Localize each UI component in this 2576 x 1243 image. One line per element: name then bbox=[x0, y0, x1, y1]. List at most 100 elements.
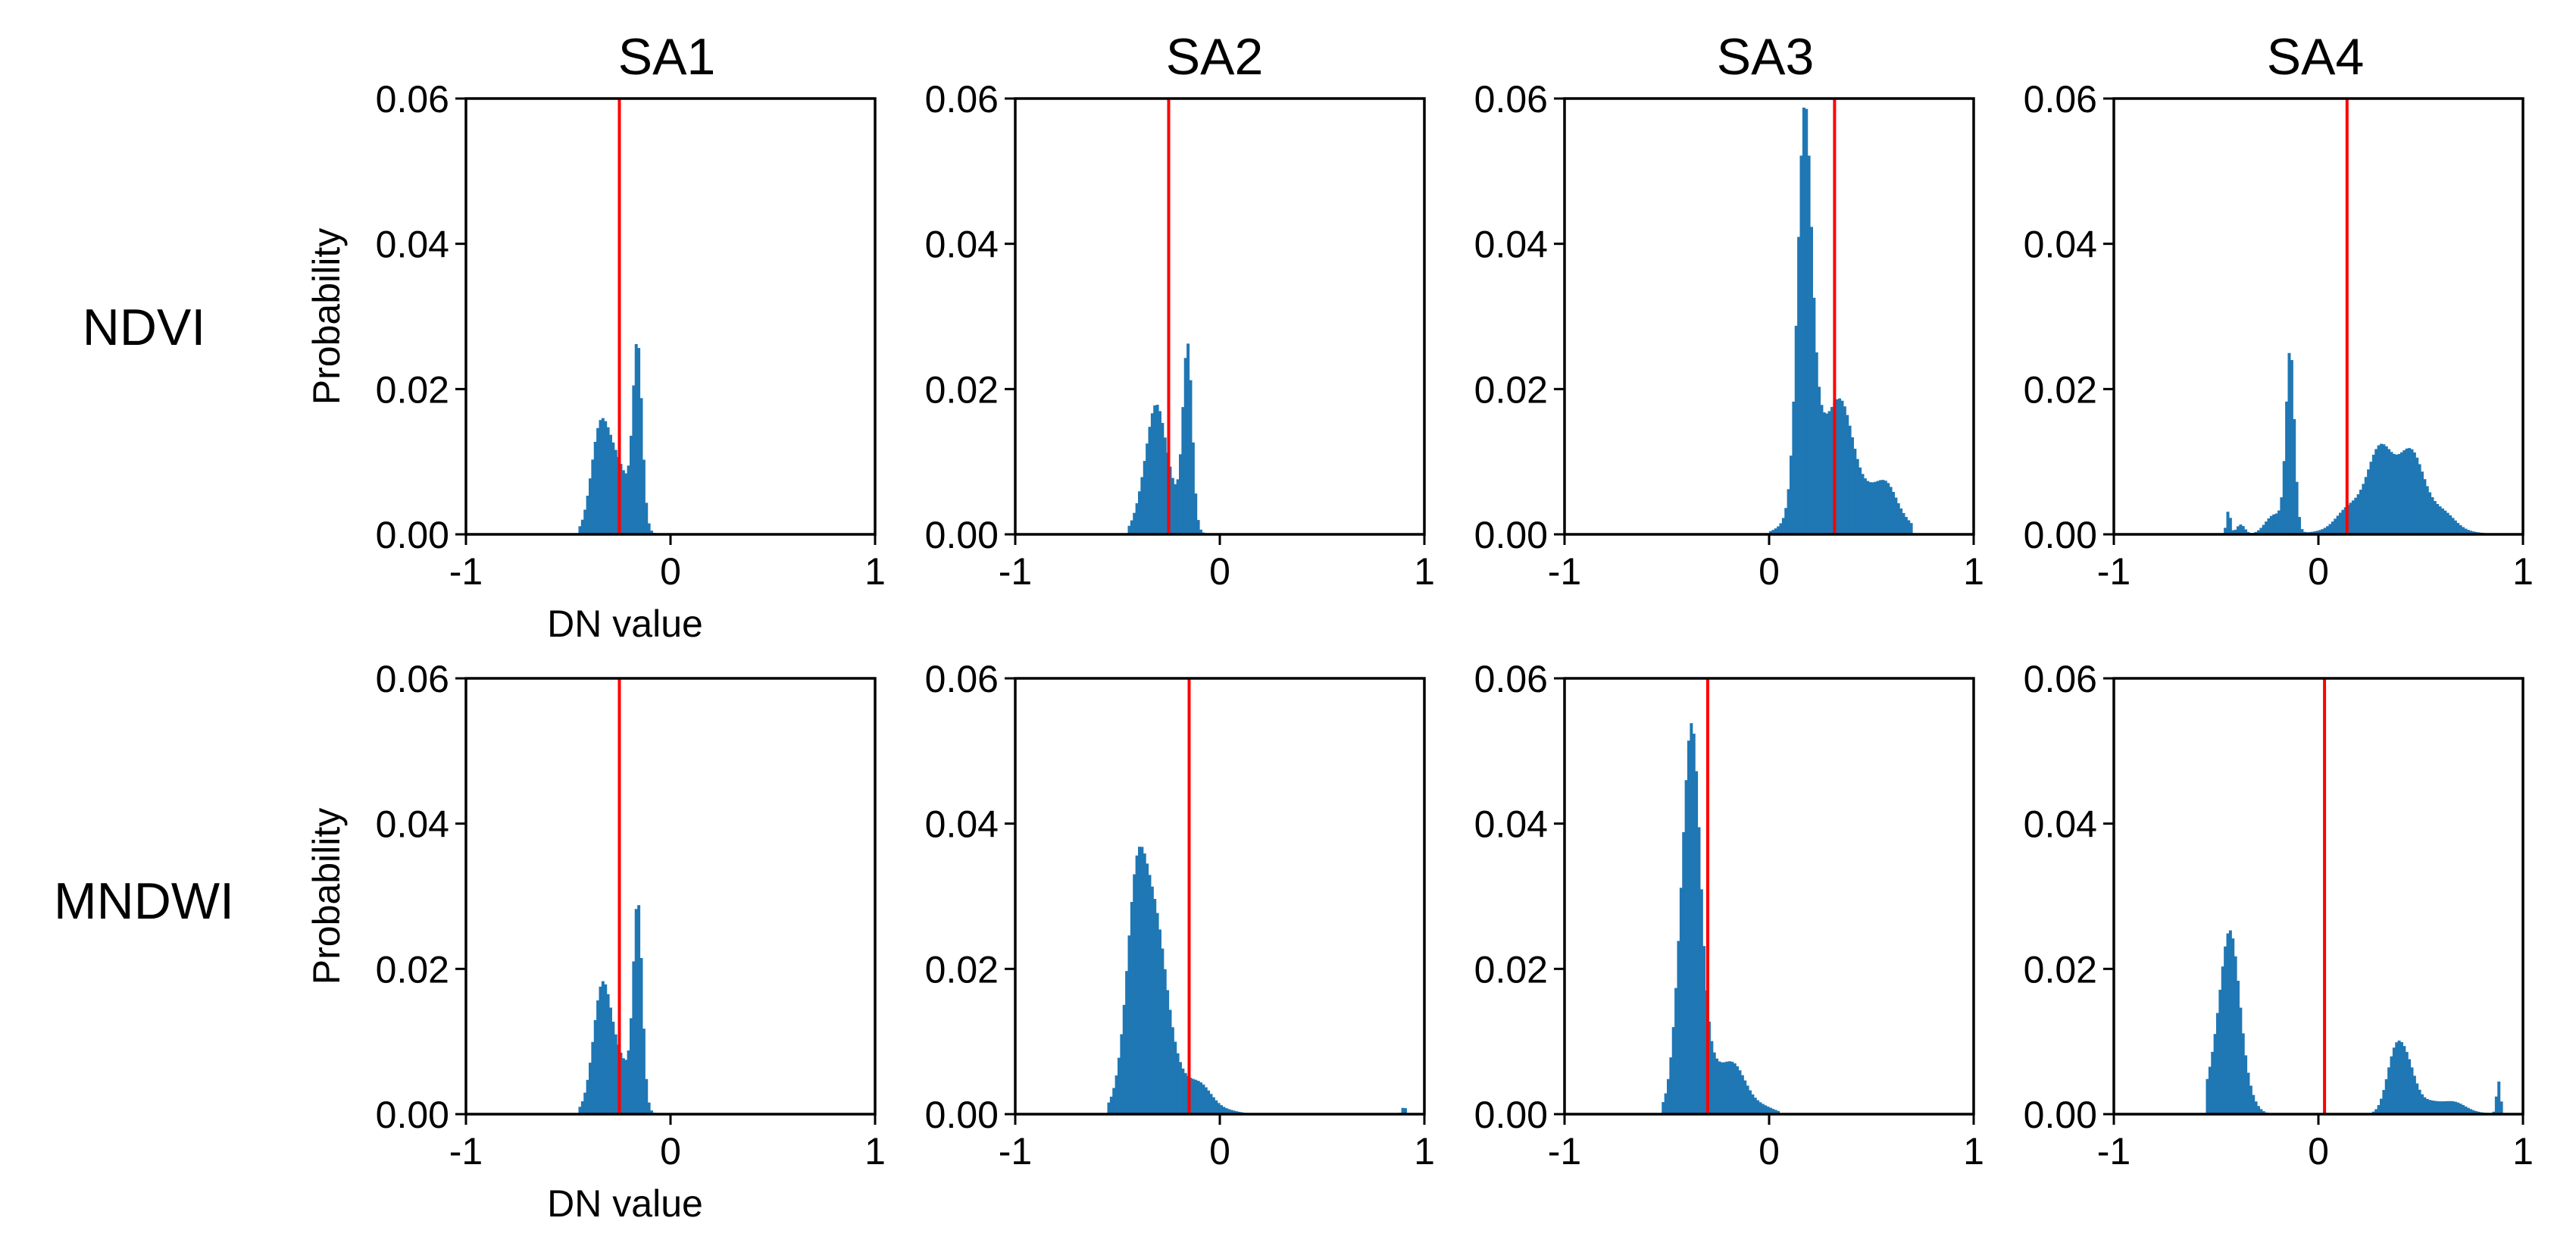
histogram-bar bbox=[1818, 387, 1821, 534]
histogram-bar bbox=[2405, 1051, 2409, 1114]
histogram-bar bbox=[1738, 1070, 1742, 1114]
histogram-bar bbox=[591, 1041, 595, 1114]
histogram-bar bbox=[1667, 1079, 1670, 1114]
histogram-bar bbox=[596, 1000, 600, 1114]
histogram-bar bbox=[1909, 523, 1913, 534]
histogram-bar bbox=[2211, 1051, 2215, 1114]
histogram-bar bbox=[1797, 236, 1801, 534]
histogram-bar bbox=[1756, 1100, 1760, 1114]
histogram-bar bbox=[1230, 1110, 1233, 1114]
axes-frame bbox=[2112, 677, 2524, 1116]
histogram-bar bbox=[1758, 1102, 1762, 1114]
histogram-bar bbox=[1194, 1079, 1198, 1114]
histogram-bar bbox=[1143, 461, 1146, 534]
axes-frame bbox=[1014, 97, 1426, 536]
histogram-bar bbox=[1148, 875, 1152, 1114]
histogram-bar bbox=[2313, 531, 2317, 534]
histogram-bar bbox=[604, 984, 608, 1114]
y-tick-label: 0.06 bbox=[2024, 658, 2097, 700]
histogram-bar bbox=[1774, 528, 1777, 534]
histogram-bar bbox=[1884, 481, 1887, 534]
histogram-bar bbox=[2231, 938, 2235, 1114]
y-tick-label: 0.02 bbox=[376, 948, 449, 991]
y-tick-label: 0.00 bbox=[2024, 514, 2097, 556]
y-tick-label: 0.04 bbox=[925, 224, 999, 266]
histogram-bar bbox=[2349, 503, 2352, 534]
y-tick-label: 0.00 bbox=[925, 1094, 999, 1136]
histogram-bar bbox=[2259, 528, 2263, 534]
histogram-bar bbox=[1222, 1107, 1226, 1114]
histogram-bar bbox=[2418, 1089, 2421, 1114]
histogram-bar bbox=[1158, 411, 1161, 534]
histogram-bar bbox=[1807, 155, 1811, 534]
x-tick-label: 1 bbox=[864, 550, 886, 593]
histogram-bar bbox=[2446, 512, 2449, 534]
y-tick-label: 0.04 bbox=[2024, 803, 2097, 846]
histogram-bar bbox=[1191, 1079, 1195, 1114]
histogram-bar bbox=[1840, 400, 1844, 534]
histogram-bar bbox=[2328, 524, 2332, 534]
x-tick-label: -1 bbox=[2097, 1130, 2131, 1173]
histogram-bar bbox=[1866, 481, 1870, 534]
histogram-bar bbox=[2421, 471, 2424, 534]
histogram-bar bbox=[604, 421, 608, 534]
histogram-bar bbox=[1140, 847, 1144, 1114]
histogram-bar bbox=[1227, 1109, 1231, 1114]
histogram-bar bbox=[1710, 1041, 1714, 1114]
histogram-bar bbox=[2395, 454, 2399, 534]
histogram-bar bbox=[2300, 529, 2304, 534]
histogram-bar bbox=[1118, 1057, 1121, 1114]
histogram-bar bbox=[1130, 520, 1133, 534]
histogram-bar bbox=[1879, 480, 1883, 534]
histogram-bar bbox=[1224, 1108, 1228, 1114]
histogram-bar bbox=[2259, 1109, 2263, 1114]
histogram-bar bbox=[1191, 442, 1195, 534]
histogram-bar bbox=[2237, 526, 2240, 534]
y-tick-label: 0.00 bbox=[376, 514, 449, 556]
y-tick-label: 0.06 bbox=[1474, 78, 1548, 121]
histogram-bar bbox=[1892, 492, 1895, 534]
histogram-bar bbox=[1881, 480, 1885, 534]
histogram-bar bbox=[2293, 419, 2296, 534]
histogram-bar bbox=[1699, 889, 1703, 1114]
histogram-bar bbox=[2433, 1101, 2437, 1114]
histogram-bar bbox=[1671, 1027, 1675, 1114]
histogram-bar bbox=[2382, 1090, 2386, 1114]
histogram-bar bbox=[2438, 506, 2442, 534]
histogram-bar bbox=[2384, 1079, 2388, 1114]
histogram-bar bbox=[1825, 413, 1829, 534]
histogram-bar bbox=[2441, 508, 2444, 534]
histogram-bar bbox=[2451, 518, 2455, 534]
histogram-bar bbox=[2494, 1096, 2498, 1114]
histogram-bar bbox=[2459, 1104, 2462, 1114]
histogram-bar bbox=[1774, 1110, 1777, 1114]
histogram-bar bbox=[606, 427, 610, 534]
histogram-bar bbox=[2443, 510, 2447, 534]
histogram-bar bbox=[2216, 1013, 2219, 1114]
histogram-bar bbox=[2334, 518, 2337, 534]
histogram-bar bbox=[1761, 1104, 1765, 1114]
histogram-bar bbox=[2400, 452, 2403, 534]
histogram-bar bbox=[2262, 524, 2265, 534]
histogram-bar bbox=[611, 442, 615, 534]
histogram-bar bbox=[1725, 1061, 1729, 1114]
histogram-bar bbox=[2224, 946, 2227, 1114]
histogram-bar bbox=[593, 1019, 597, 1114]
histogram-bar bbox=[2462, 527, 2465, 534]
histogram-bar bbox=[1794, 325, 1798, 534]
histogram-bar bbox=[2252, 1094, 2256, 1114]
x-tick-label: 0 bbox=[1758, 550, 1780, 593]
histogram-bar bbox=[1736, 1066, 1740, 1114]
histogram-bar bbox=[2241, 1033, 2245, 1114]
histogram-bar bbox=[583, 1092, 587, 1114]
histogram-bar bbox=[2412, 1075, 2416, 1114]
y-tick-label: 0.06 bbox=[925, 658, 999, 700]
histogram-bar bbox=[2469, 1109, 2473, 1114]
histogram-bar bbox=[1181, 1068, 1185, 1114]
histogram-bar bbox=[1779, 523, 1783, 534]
histogram-bar bbox=[1859, 467, 1862, 534]
histogram-bar bbox=[1876, 481, 1880, 534]
histogram-bar bbox=[1107, 1102, 1111, 1114]
histogram-bar bbox=[1166, 990, 1170, 1114]
